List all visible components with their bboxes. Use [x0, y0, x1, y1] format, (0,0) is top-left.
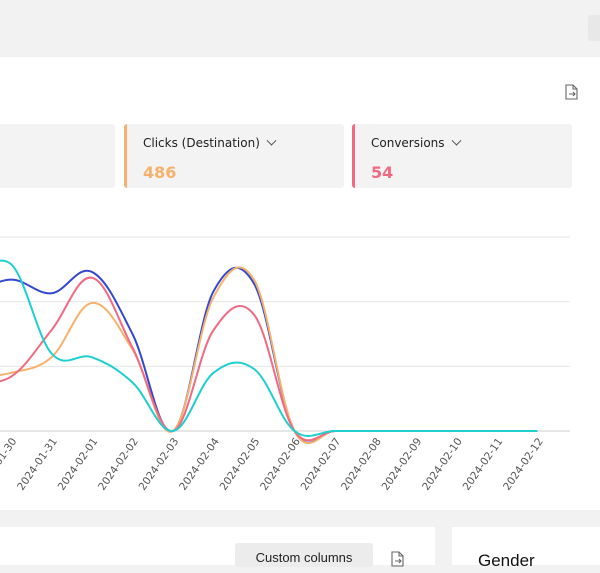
metric-label[interactable]: Clicks (Destination): [143, 135, 277, 150]
x-tick-label: 2024-02-09: [380, 436, 425, 493]
custom-columns-button[interactable]: Custom columns: [235, 543, 373, 567]
export-file-icon[interactable]: [391, 551, 405, 567]
x-tick-label: 2024-02-06: [258, 436, 303, 493]
x-tick-label: 2024-02-07: [299, 436, 344, 493]
series-line-4: [0, 259, 538, 437]
export-file-icon[interactable]: [565, 84, 579, 100]
metric-card-partial[interactable]: [0, 124, 115, 188]
metric-card-clicks[interactable]: Clicks (Destination) 486: [124, 124, 344, 188]
gender-panel: [452, 527, 600, 565]
chevron-down-icon[interactable]: [266, 135, 277, 146]
metric-label[interactable]: Conversions: [371, 135, 461, 150]
metric-value: 54: [371, 163, 394, 182]
metric-value: 486: [143, 163, 177, 182]
metric-card-conversions[interactable]: Conversions 54: [352, 124, 572, 188]
x-tick-label: 2024-02-10: [420, 436, 465, 493]
toolbar-button-edge[interactable]: [588, 15, 600, 41]
x-tick-label: 2024-02-01: [56, 436, 101, 493]
x-tick-label: 2024-02-11: [461, 436, 506, 493]
x-tick-label: 2024-02-05: [218, 436, 263, 493]
x-tick-label: 2024-02-12: [501, 436, 546, 493]
metric-color-bar: [352, 124, 355, 188]
line-chart: 2024-01-302024-01-312024-02-012024-02-02…: [0, 236, 570, 493]
gender-title: Gender: [478, 551, 535, 570]
x-tick-label: 2024-02-08: [339, 436, 384, 493]
x-tick-label: 2024-01-31: [15, 436, 60, 493]
top-toolbar: [0, 0, 600, 57]
x-tick-label: 2024-02-03: [137, 436, 182, 493]
x-tick-label: 2024-02-04: [177, 436, 222, 493]
metric-color-bar: [124, 124, 127, 188]
chevron-down-icon[interactable]: [451, 135, 461, 146]
x-tick-label: 2024-02-02: [96, 436, 141, 493]
